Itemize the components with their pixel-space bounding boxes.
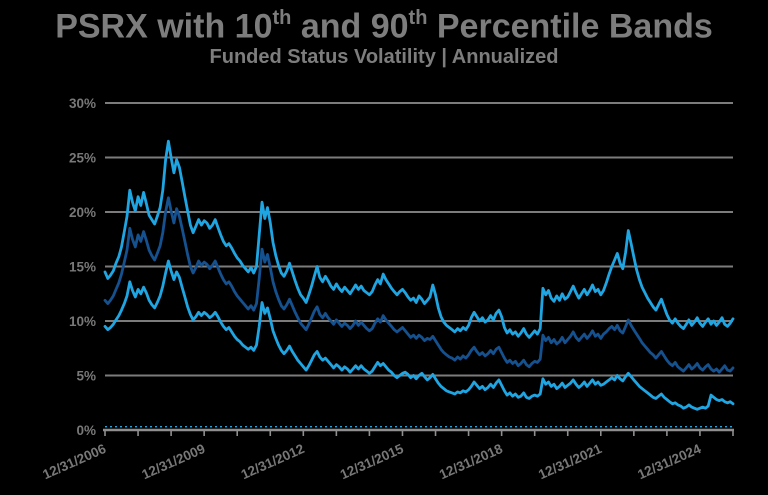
x-tick-label: 12/31/2006 [40, 441, 108, 482]
title-text: and 90 [291, 7, 409, 46]
x-tick-label: 12/31/2015 [338, 441, 406, 482]
y-tick-label: 5% [76, 369, 96, 384]
series-line-10th-percentile [103, 259, 735, 411]
series-line-psrx [103, 196, 735, 374]
y-tick-label: 30% [69, 96, 96, 111]
title-superscript: th [272, 7, 292, 29]
title-superscript: th [408, 7, 428, 29]
y-tick-label: 25% [69, 151, 96, 166]
y-tick-label: 10% [69, 314, 96, 329]
y-tick-label: 15% [69, 260, 96, 275]
title-text: Percentile Bands [427, 7, 713, 46]
x-tick-label: 12/31/2021 [536, 441, 604, 482]
x-tick-label: 12/31/2024 [635, 441, 703, 482]
chart-title: PSRX with 10th and 90th Percentile Bands [0, 7, 768, 46]
chart-header: PSRX with 10th and 90th Percentile Bands… [0, 0, 768, 69]
x-tick-label: 12/31/2012 [239, 441, 307, 482]
x-tick-label: 12/31/2009 [140, 441, 208, 482]
x-tick-label: 12/31/2018 [437, 441, 505, 482]
series-line-90th-percentile [103, 139, 735, 339]
y-tick-label: 20% [69, 205, 96, 220]
chart-subtitle: Funded Status Volatility | Annualized [209, 46, 559, 69]
title-text: PSRX with 10 [55, 7, 273, 46]
y-tick-label: 0% [76, 423, 96, 438]
